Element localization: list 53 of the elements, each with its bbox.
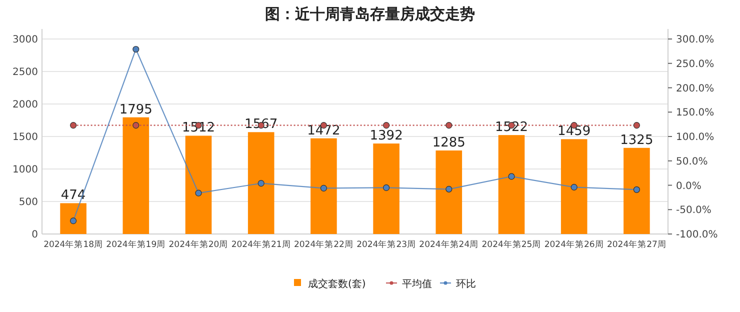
point (383, 184, 390, 191)
y2-tick-label: -100.0% (676, 230, 718, 240)
y2-tick-label: 100.0% (676, 132, 714, 143)
y-tick-label: 2500 (12, 67, 38, 78)
point (633, 122, 640, 129)
data-label: 1285 (432, 135, 466, 150)
x-tick-label: 2024年第18周 (44, 239, 104, 250)
y2-tick-label: 300.0% (676, 34, 714, 46)
data-label: 1795 (119, 102, 152, 118)
data-label: 1392 (370, 128, 403, 144)
y2-tick-label: -50.0% (676, 205, 712, 216)
x-tick-label: 2024年第27周 (606, 239, 666, 250)
data-label: 1512 (182, 120, 216, 136)
chart-title: 图：近十周青岛存量房成交走势 (265, 5, 475, 23)
x-tick-label: 2024年第23周 (356, 239, 416, 250)
point (70, 218, 77, 224)
y-tick-label: 0 (32, 230, 38, 240)
point (258, 180, 264, 187)
legend-label: 平均值 (402, 278, 432, 290)
point (132, 122, 140, 129)
x-tick-label: 2024年第20周 (168, 239, 228, 250)
point (320, 184, 327, 192)
point (633, 186, 640, 193)
point (446, 186, 452, 192)
y2-tick-label: 0.0% (676, 180, 702, 192)
y-tick-label: 1000 (12, 164, 38, 176)
legend-label: 成交套数(套) (308, 278, 366, 290)
y-tick-label: 3000 (12, 34, 38, 46)
point (195, 190, 202, 196)
data-label: 1472 (307, 123, 340, 138)
point (508, 173, 515, 180)
point (570, 184, 578, 190)
y-tick-label: 1500 (12, 132, 38, 143)
point (70, 122, 77, 129)
x-tick-label: 2024年第21周 (231, 239, 291, 250)
data-label: 1522 (494, 120, 528, 136)
x-tick-label: 2024年第24周 (419, 239, 479, 250)
y2-tick-label: 50.0% (676, 156, 708, 168)
x-tick-label: 2024年第19周 (106, 239, 166, 250)
legend-label: 环比 (456, 278, 476, 290)
data-label: 1325 (620, 132, 654, 148)
point (446, 122, 452, 129)
x-tick-label: 2024年第26周 (544, 239, 604, 250)
data-label: 1459 (558, 124, 591, 140)
x-tick-label: 2024年第22周 (294, 239, 354, 250)
point (132, 46, 140, 53)
y-tick-label: 500 (18, 197, 38, 208)
point (383, 122, 390, 129)
y2-tick-label: 150.0% (676, 108, 714, 119)
y2-tick-label: 250.0% (676, 58, 714, 70)
x-tick-label: 2024年第25周 (482, 239, 542, 250)
y-tick-label: 2000 (12, 100, 38, 110)
y2-tick-label: 200.0% (676, 83, 714, 94)
